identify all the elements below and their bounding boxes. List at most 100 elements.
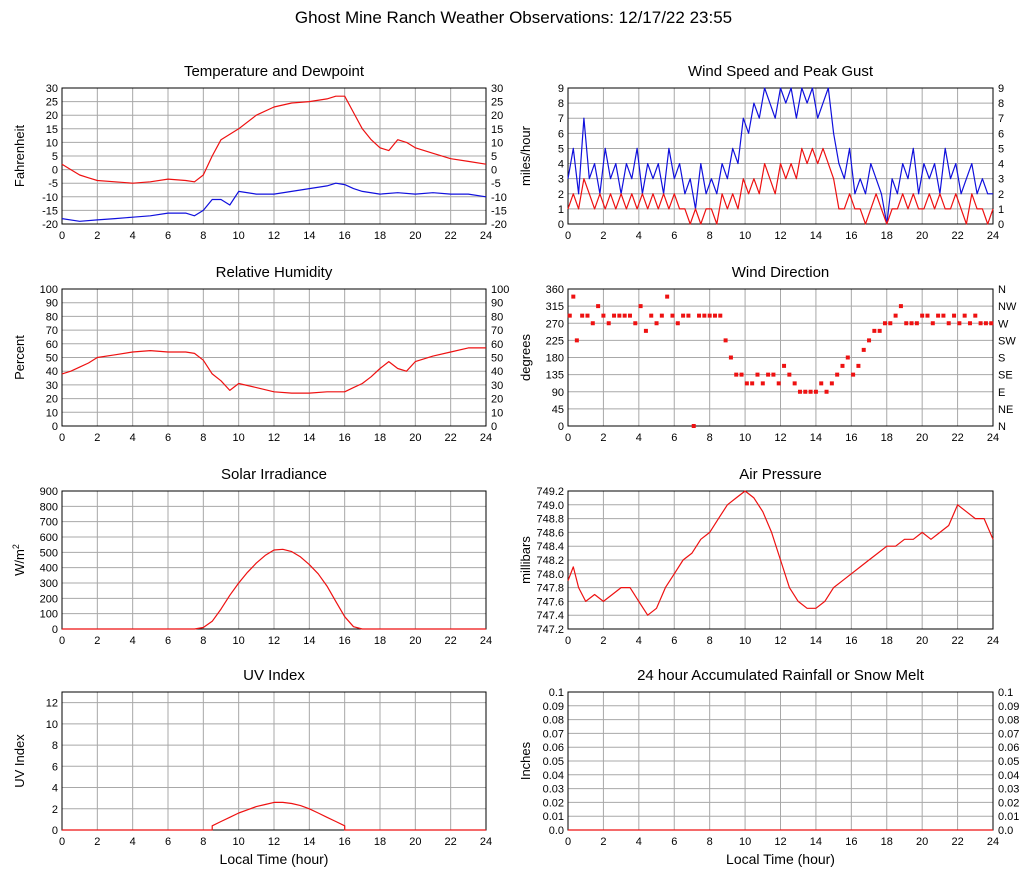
y-tick-label: 50 (46, 353, 58, 365)
x-tick-label: 8 (707, 836, 713, 848)
y-tick-label: 0.06 (543, 742, 564, 754)
right-tick-label: 5 (998, 143, 1004, 155)
y-tick-label: 90 (552, 387, 564, 399)
right-tick-label: 20 (491, 394, 503, 406)
right-tick-label: 2 (998, 189, 1004, 201)
x-tick-label: 14 (303, 432, 315, 444)
data-point (803, 389, 808, 394)
right-tick-label: 25 (491, 97, 503, 109)
data-point (925, 313, 930, 318)
data-point (813, 389, 818, 394)
data-point (787, 372, 792, 377)
right-tick-label: 0.08 (998, 715, 1019, 727)
x-tick-label: 18 (881, 432, 893, 444)
x-tick-label: 4 (130, 836, 136, 848)
y-tick-label: 315 (546, 301, 564, 313)
data-point (845, 355, 850, 360)
x-tick-label: 6 (165, 836, 171, 848)
temperature-line (61, 95, 487, 184)
x-tick-label: 10 (233, 836, 245, 848)
right-tick-label: -20 (491, 219, 507, 231)
right-tick-label: 60 (491, 339, 503, 351)
right-tick-label: -5 (491, 178, 501, 190)
y-tick-label: 0.05 (543, 756, 564, 768)
right-tick-label: 6 (998, 128, 1004, 140)
solar-irradiance-chart: Solar Irradiance010020030040050060070080… (11, 466, 492, 647)
x-tick-label: 14 (810, 230, 822, 242)
right-tick-label: 0.04 (998, 770, 1019, 782)
data-point (612, 313, 617, 318)
chart-title: 24 hour Accumulated Rainfall or Snow Mel… (637, 667, 925, 684)
y-tick-label: 8 (558, 98, 564, 110)
y-tick-label: 360 (546, 284, 564, 296)
y-tick-label: 20 (46, 110, 58, 122)
y-tick-label: 749.0 (536, 500, 564, 512)
y-tick-label: 1 (558, 204, 564, 216)
y-axis-label: millibars (518, 536, 533, 584)
chart-title: Relative Humidity (216, 264, 333, 281)
x-tick-label: 22 (445, 635, 457, 647)
y-tick-label: 40 (46, 366, 58, 378)
chart-title: Temperature and Dewpoint (184, 63, 365, 80)
x-tick-label: 8 (200, 635, 206, 647)
y-tick-label: -10 (42, 192, 58, 204)
right-tick-label: 90 (491, 298, 503, 310)
x-tick-label: 18 (374, 230, 386, 242)
x-tick-label: 0 (59, 836, 65, 848)
x-tick-label: 8 (200, 432, 206, 444)
chart-title: Wind Direction (732, 264, 830, 281)
x-tick-label: 2 (600, 635, 606, 647)
data-point (567, 313, 572, 318)
data-point (893, 313, 898, 318)
right-tick-label: W (998, 318, 1009, 330)
page-title: Ghost Mine Ranch Weather Observations: 1… (294, 8, 733, 27)
x-tick-label: 16 (339, 635, 351, 647)
x-axis-label: Local Time (hour) (220, 851, 329, 867)
y-tick-label: 2 (52, 804, 58, 816)
y-tick-label: 900 (40, 486, 58, 498)
right-tick-label: 0.01 (998, 811, 1019, 823)
data-point (941, 313, 946, 318)
x-tick-label: 4 (636, 836, 642, 848)
x-tick-label: 6 (165, 432, 171, 444)
data-point (686, 313, 691, 318)
y-tick-label: 800 (40, 501, 58, 513)
x-tick-label: 18 (881, 635, 893, 647)
x-tick-label: 8 (707, 635, 713, 647)
data-point (627, 313, 632, 318)
x-tick-label: 2 (600, 230, 606, 242)
right-tick-label: 0.05 (998, 756, 1019, 768)
y-tick-label: 748.4 (536, 541, 564, 553)
x-tick-label: 24 (480, 635, 492, 647)
x-tick-label: 12 (268, 635, 280, 647)
wind-speed-and-peak-gust-chart: Wind Speed and Peak Gust0123456789012345… (518, 63, 1004, 242)
x-tick-label: 20 (409, 230, 421, 242)
x-tick-label: 16 (845, 432, 857, 444)
x-tick-label: 12 (774, 230, 786, 242)
y-tick-label: 10 (46, 137, 58, 149)
data-point (739, 372, 744, 377)
right-tick-label: NE (998, 404, 1013, 416)
x-tick-label: 12 (774, 635, 786, 647)
x-tick-label: 22 (951, 836, 963, 848)
y-tick-label: 747.6 (536, 596, 564, 608)
right-tick-label: 0 (491, 165, 497, 177)
data-point (851, 372, 856, 377)
data-point (580, 313, 585, 318)
x-tick-label: 2 (600, 432, 606, 444)
data-point (829, 381, 834, 386)
x-tick-label: 14 (303, 230, 315, 242)
data-point (622, 313, 627, 318)
right-tick-label: 10 (491, 407, 503, 419)
x-tick-label: 24 (480, 836, 492, 848)
plot-frame (61, 490, 487, 630)
y-tick-label: 100 (40, 609, 58, 621)
y-tick-label: 0 (558, 421, 564, 433)
y-tick-label: 4 (558, 159, 564, 171)
x-tick-label: 20 (916, 432, 928, 444)
y-tick-label: 747.2 (536, 624, 564, 636)
x-tick-label: 12 (774, 836, 786, 848)
